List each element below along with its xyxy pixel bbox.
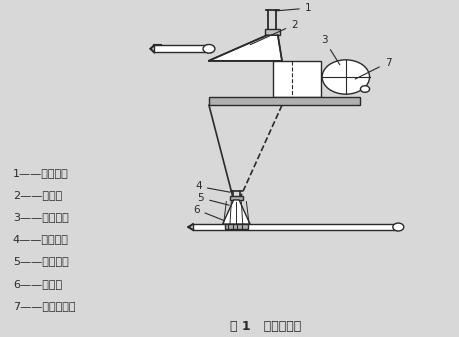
Text: 7——产尘设备。: 7——产尘设备。 — [13, 301, 75, 311]
Text: 5——遮尘帘；: 5——遮尘帘； — [13, 256, 68, 267]
Bar — [273, 61, 321, 97]
Text: 1——排风口；: 1——排风口； — [13, 168, 68, 178]
Bar — [265, 29, 280, 35]
Bar — [225, 224, 248, 229]
Bar — [193, 224, 398, 230]
Text: 5: 5 — [197, 193, 229, 205]
Bar — [230, 196, 243, 200]
Text: 1: 1 — [275, 3, 311, 13]
Circle shape — [322, 60, 369, 94]
Text: 3——观察口；: 3——观察口； — [13, 212, 68, 222]
Bar — [154, 45, 211, 53]
Circle shape — [393, 223, 404, 231]
Text: 6——罩体；: 6——罩体； — [13, 278, 62, 288]
Bar — [209, 97, 359, 105]
Text: 4: 4 — [195, 181, 230, 192]
Text: 2——罩体；: 2——罩体； — [13, 190, 62, 200]
Text: 2: 2 — [250, 20, 298, 45]
Text: 图 1   局部密闭罩: 图 1 局部密闭罩 — [230, 320, 302, 333]
Text: 7: 7 — [355, 58, 391, 79]
Polygon shape — [209, 35, 282, 61]
Text: 4——排风口；: 4——排风口； — [13, 234, 69, 244]
Text: 3: 3 — [321, 34, 340, 65]
Polygon shape — [223, 200, 250, 224]
Circle shape — [360, 86, 369, 92]
Text: 6: 6 — [193, 205, 224, 220]
Circle shape — [203, 44, 215, 53]
